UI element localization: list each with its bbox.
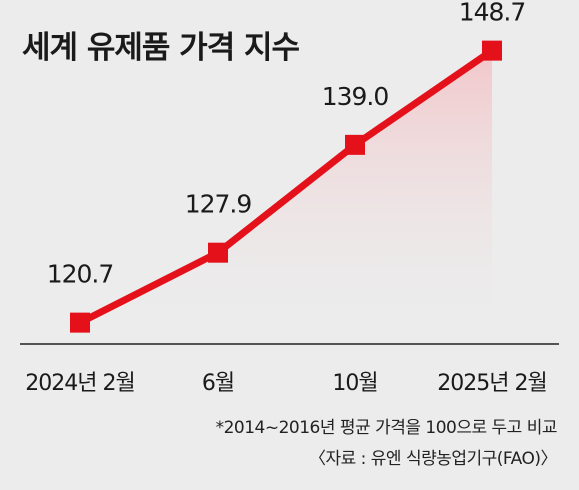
- data-label-2: 127.9: [185, 190, 252, 219]
- x-tick-label-1: 2024년 2월: [25, 371, 134, 396]
- x-tick-label-3: 10월: [332, 371, 377, 396]
- data-label-3: 139.0: [322, 82, 389, 111]
- x-tick-label-4: 2025년 2월: [437, 371, 546, 396]
- data-point-3: [345, 134, 365, 155]
- data-point-2: [208, 242, 228, 263]
- basis-note: *2014~2016년 평균 가격을 100으로 두고 비교: [215, 418, 558, 438]
- data-label-4: 148.7: [459, 0, 526, 27]
- source-note: 〈자료 : 유엔 식량농업기구(FAO)〉: [308, 449, 558, 469]
- x-tick-label-2: 6월: [202, 371, 234, 396]
- data-point-4: [482, 40, 502, 61]
- data-point-1: [70, 312, 90, 333]
- data-label-1: 120.7: [47, 260, 114, 289]
- series-line: [76, 47, 496, 327]
- chart-title: 세계 유제품 가격 지수: [22, 30, 300, 66]
